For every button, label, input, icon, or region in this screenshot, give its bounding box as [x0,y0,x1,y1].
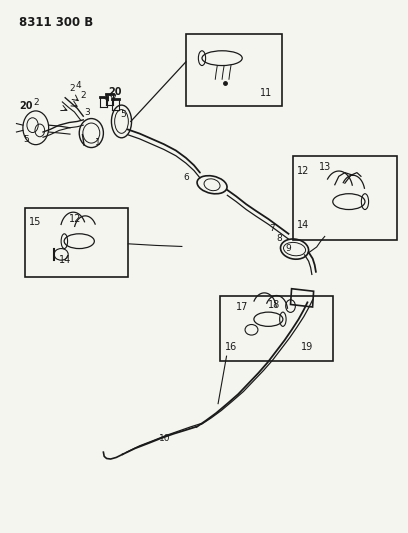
Bar [293,156,397,240]
Text: 20: 20 [109,87,122,98]
Text: 6: 6 [183,173,189,182]
Bar [25,208,128,277]
Text: 2: 2 [33,99,39,108]
Text: 4: 4 [75,81,81,90]
Text: 5: 5 [121,110,126,119]
Bar [290,289,314,307]
Text: 18: 18 [268,300,281,310]
Text: 16: 16 [225,342,237,352]
Text: 8311 300 B: 8311 300 B [19,16,93,29]
Text: 1: 1 [95,138,100,147]
Text: 10: 10 [159,434,170,443]
Text: 19: 19 [301,342,313,352]
Bar [186,35,282,106]
Text: 11: 11 [260,88,273,98]
Text: 20: 20 [19,101,33,111]
Text: 2: 2 [80,91,86,100]
Text: 17: 17 [236,302,248,312]
Text: 2: 2 [69,84,75,93]
Text: 3: 3 [84,108,90,117]
Text: 5: 5 [23,135,29,144]
Text: 15: 15 [29,217,41,227]
Text: 8: 8 [277,233,282,243]
Text: 9: 9 [286,244,291,253]
Text: 14: 14 [59,255,71,265]
Text: 13: 13 [319,162,331,172]
Text: 12: 12 [297,166,309,176]
Bar [220,295,333,361]
Text: 12: 12 [69,214,82,224]
Text: 7: 7 [269,224,275,233]
Text: 14: 14 [297,220,309,230]
